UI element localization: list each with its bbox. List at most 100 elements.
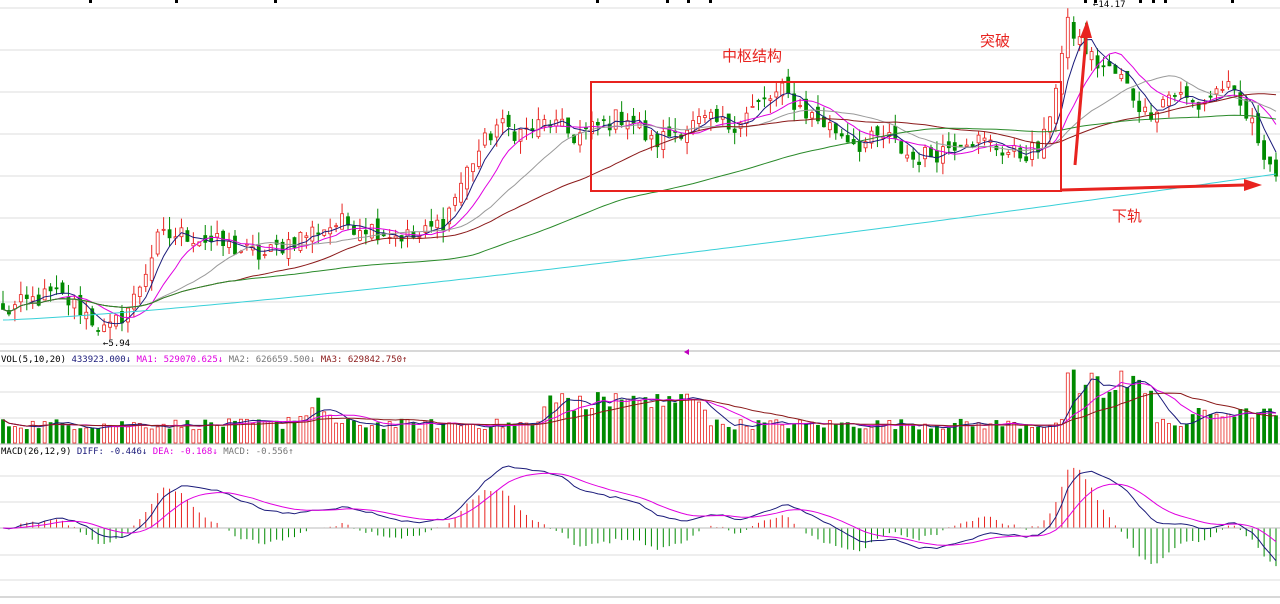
- volume-ma3-line: [2, 392, 1277, 427]
- ma-green-line: [2, 114, 1277, 313]
- volume-bar: [827, 420, 832, 444]
- volume-bar: [381, 428, 386, 444]
- candle-body: [149, 257, 154, 281]
- volume-bar: [221, 426, 225, 444]
- volume-bar: [435, 428, 440, 444]
- event-marker: [1084, 0, 1087, 3]
- volume-bar: [1054, 422, 1058, 444]
- candle-body: [90, 308, 95, 326]
- volume-bar: [114, 425, 118, 444]
- volume-bar: [768, 420, 773, 444]
- volume-bar: [1226, 413, 1231, 444]
- volume-bar: [393, 427, 398, 444]
- candle-body: [703, 115, 707, 118]
- candle-body: [560, 118, 565, 127]
- volume-bar: [441, 423, 446, 444]
- candle-body: [893, 125, 898, 139]
- candle-body: [476, 150, 481, 167]
- candle-body: [280, 241, 285, 254]
- volume-bar: [161, 423, 166, 444]
- volume-bar: [54, 419, 59, 444]
- candle-body: [774, 91, 779, 98]
- candle-body: [1143, 106, 1148, 113]
- candle-body: [54, 287, 59, 290]
- candle-body: [24, 294, 29, 299]
- volume-bar: [1244, 408, 1249, 444]
- candle-body: [917, 161, 921, 165]
- candle-body: [405, 229, 410, 237]
- volume-bar: [923, 423, 927, 444]
- candle-body: [310, 226, 315, 242]
- candle-body: [1208, 95, 1213, 98]
- volume-bar: [970, 426, 975, 444]
- volume-bar: [935, 425, 939, 444]
- price-panel: [1, 8, 1278, 340]
- candle-body: [1268, 156, 1272, 165]
- candle-body: [845, 135, 850, 143]
- candle-body: [786, 76, 791, 94]
- volume-bar: [869, 426, 874, 444]
- candle-body: [542, 119, 547, 127]
- volume-bar: [334, 422, 339, 444]
- volume-bar: [280, 428, 285, 444]
- volume-bar: [578, 395, 582, 444]
- volume-bar: [1178, 426, 1183, 444]
- volume-bar: [1155, 422, 1159, 444]
- candle-body: [1149, 112, 1153, 120]
- volume-title: VOL(5,10,20): [1, 355, 67, 365]
- low-price-label: ←5.94: [103, 339, 131, 349]
- volume-bar: [328, 414, 333, 444]
- volume-bar: [1024, 424, 1029, 444]
- high-price-label: ←14.17: [1093, 0, 1126, 10]
- candle-body: [274, 239, 279, 245]
- candle-body: [578, 132, 582, 146]
- candle-body: [482, 132, 487, 146]
- volume-bar: [720, 423, 725, 444]
- candle-body: [1178, 92, 1183, 95]
- volume-bar: [274, 420, 279, 444]
- candle-body: [262, 254, 267, 256]
- candle-body: [298, 232, 303, 251]
- volume-bar: [215, 424, 220, 444]
- volume-bar: [126, 426, 130, 444]
- volume-bar: [149, 428, 154, 444]
- candle-body: [726, 113, 731, 130]
- volume-bar: [1262, 408, 1267, 444]
- candle-body: [762, 97, 767, 100]
- candle-body: [447, 207, 452, 225]
- volume-bar: [774, 419, 779, 444]
- volume-bar: [911, 425, 916, 444]
- volume-bar: [816, 424, 820, 444]
- volume-bar: [685, 393, 689, 444]
- volume-bar: [239, 418, 243, 444]
- candle-body: [643, 120, 648, 141]
- volume-bar: [762, 422, 767, 444]
- candle-body: [601, 119, 606, 122]
- volume-bar: [946, 427, 951, 444]
- volume-bar: [30, 420, 35, 444]
- candle-body: [114, 314, 118, 327]
- candle-body: [72, 298, 77, 309]
- candle-body: [1131, 88, 1136, 101]
- candle-body: [1196, 101, 1201, 110]
- volume-bar: [726, 426, 731, 444]
- volume-bar: [691, 399, 695, 444]
- event-marker: [1231, 0, 1234, 3]
- macd-dea-line: [2, 472, 1277, 546]
- candle-body: [1274, 159, 1278, 177]
- volume-bar: [1042, 427, 1046, 444]
- candle-body: [1095, 55, 1100, 69]
- volume-bar: [197, 428, 202, 444]
- volume-bar: [262, 421, 267, 444]
- breakout-arrow-head: [1080, 20, 1092, 38]
- volume-bar: [697, 401, 701, 444]
- volume-bar: [940, 428, 945, 444]
- volume-bar: [1107, 391, 1112, 444]
- candle-body: [810, 112, 814, 119]
- candle-body: [423, 225, 428, 233]
- candle-body: [1077, 36, 1082, 45]
- candle-body: [18, 294, 23, 303]
- volume-bar: [1149, 390, 1153, 444]
